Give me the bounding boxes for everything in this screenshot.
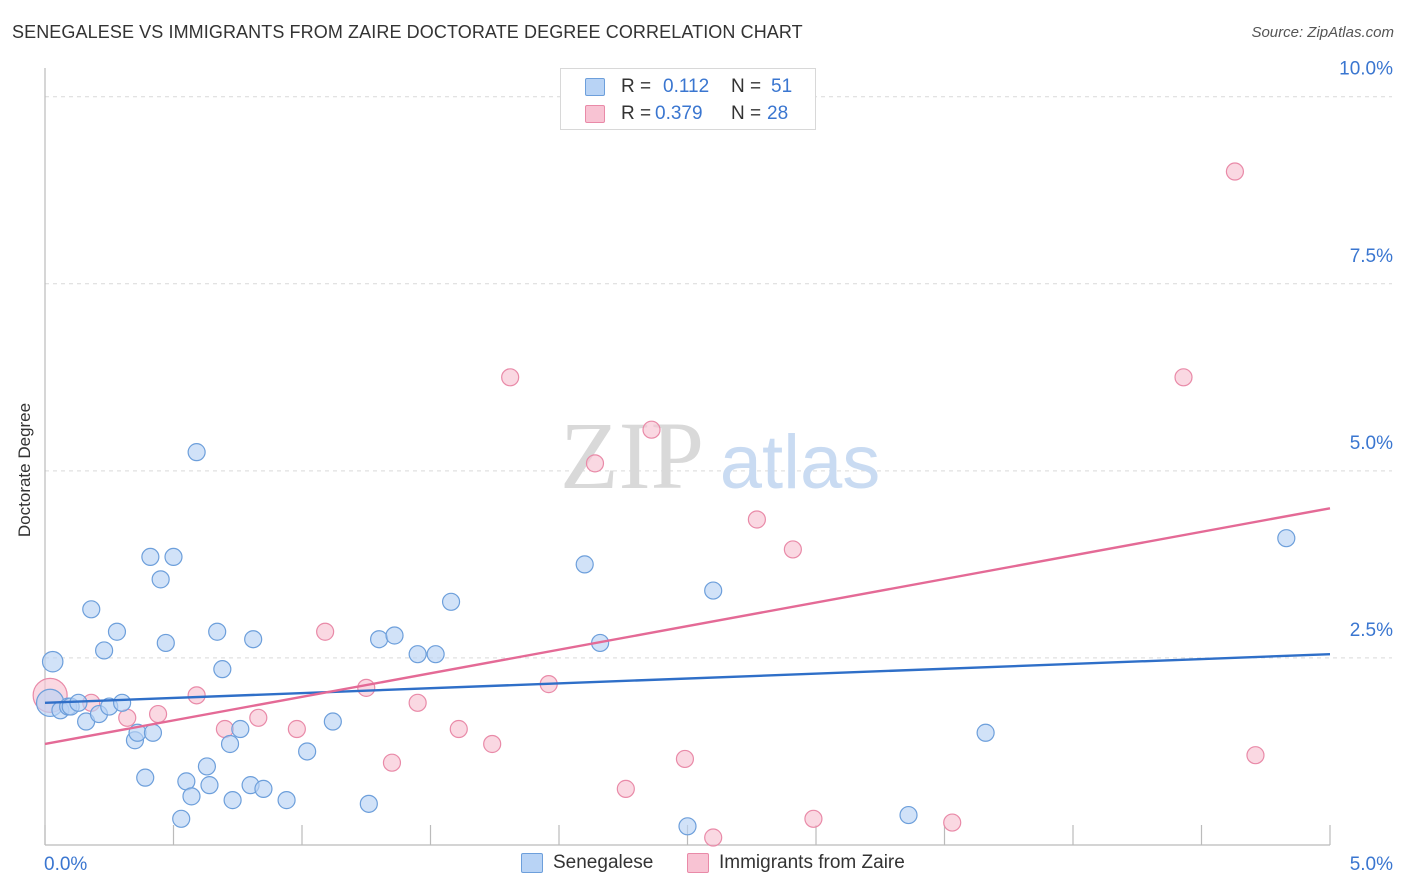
trend-line-zaire	[44, 507, 1331, 746]
data-point-zaire	[249, 708, 268, 727]
r-label: R =	[621, 103, 652, 124]
data-point-senegalese	[200, 776, 219, 795]
data-point-zaire	[675, 749, 695, 769]
grid-lines	[45, 96, 1392, 659]
data-point-senegalese	[182, 787, 201, 806]
y-tick-label: 5.0%	[1350, 433, 1393, 454]
data-point-senegalese	[107, 622, 127, 641]
data-point-senegalese	[143, 723, 163, 742]
data-point-senegalese	[172, 809, 191, 828]
data-point-zaire	[642, 420, 661, 439]
y-tick-label: 2.5%	[1350, 620, 1393, 641]
data-point-zaire	[616, 779, 635, 798]
watermark-atlas: atlas	[720, 420, 881, 505]
x-tick-label: 5.0%	[1350, 854, 1393, 875]
chart-source: Source: ZipAtlas.com	[1251, 24, 1394, 41]
data-point-zaire	[943, 813, 962, 832]
chart-title: SENEGALESE VS IMMIGRANTS FROM ZAIRE DOCT…	[12, 22, 803, 42]
data-point-zaire	[382, 753, 402, 772]
data-point-senegalese	[208, 622, 227, 641]
data-point-senegalese	[41, 650, 64, 673]
data-point-zaire	[501, 368, 520, 387]
r-label: R =	[621, 76, 652, 97]
data-point-zaire	[1174, 368, 1193, 387]
n-label: N =	[731, 76, 762, 97]
stats-legend: R = 0.112 N = 51 R = 0.379 N = 28	[560, 68, 816, 130]
y-tick-label: 10.0%	[1339, 59, 1393, 80]
data-point-zaire	[483, 734, 502, 754]
data-point-senegalese	[385, 626, 404, 645]
data-point-senegalese	[231, 719, 250, 739]
data-point-senegalese	[899, 805, 918, 825]
data-point-senegalese	[112, 693, 132, 712]
n-value-senegalese: 51	[771, 76, 793, 97]
data-point-zaire	[148, 704, 168, 724]
r-value-zaire: 0.379	[655, 103, 703, 124]
data-point-senegalese	[164, 547, 183, 567]
tick-labels: 2.5% 5.0% 7.5% 10.0% 0.0% 5.0%	[44, 59, 1393, 875]
data-point-senegalese	[976, 723, 995, 742]
data-point-zaire	[408, 693, 427, 712]
y-axis-label-wrap: Doctorate Degree	[10, 300, 40, 640]
data-point-senegalese	[441, 592, 461, 611]
data-point-zaire	[287, 719, 306, 739]
y-axis-label: Doctorate Degree	[15, 402, 34, 538]
data-point-zaire	[585, 454, 605, 473]
legend-swatch-pink	[687, 853, 709, 873]
data-point-senegalese	[359, 794, 378, 813]
data-point-zaire	[1225, 162, 1245, 181]
trend-lines	[44, 507, 1331, 746]
data-point-senegalese	[323, 712, 342, 731]
legend-label-zaire: Immigrants from Zaire	[719, 852, 905, 873]
data-point-senegalese	[151, 570, 170, 589]
data-point-senegalese	[156, 633, 175, 653]
legend-swatch-blue	[521, 853, 543, 873]
data-point-zaire	[704, 828, 723, 847]
data-point-senegalese	[197, 757, 217, 776]
data-point-senegalese	[141, 547, 160, 567]
data-point-zaire	[357, 678, 376, 697]
data-point-senegalese	[1277, 529, 1296, 548]
data-point-senegalese	[220, 734, 240, 754]
data-point-senegalese	[704, 581, 723, 600]
data-point-zaire	[449, 719, 468, 739]
n-label: N =	[731, 103, 762, 124]
data-point-senegalese	[136, 768, 155, 787]
data-point-zaire	[804, 809, 823, 828]
watermark-zip: ZIP	[560, 402, 704, 509]
data-point-zaire	[747, 510, 766, 529]
data-point-senegalese	[244, 630, 263, 649]
data-point-senegalese	[575, 555, 594, 574]
legend-label-senegalese: Senegalese	[553, 852, 654, 873]
data-point-senegalese	[223, 791, 242, 810]
data-point-senegalese	[82, 600, 101, 619]
data-point-senegalese	[277, 791, 296, 810]
data-point-senegalese	[95, 641, 114, 660]
data-point-senegalese	[254, 779, 273, 798]
n-value-zaire: 28	[767, 103, 789, 124]
y-tick-label: 7.5%	[1350, 246, 1393, 267]
data-point-zaire	[1246, 746, 1265, 765]
data-point-senegalese	[426, 645, 445, 664]
r-value-senegalese: 0.112	[663, 76, 710, 97]
data-point-senegalese	[187, 443, 206, 462]
data-point-senegalese	[370, 630, 389, 649]
axes	[44, 68, 1331, 846]
data-point-senegalese	[298, 742, 317, 761]
data-point-senegalese	[408, 645, 427, 664]
watermark: ZIP atlas	[560, 402, 880, 509]
data-point-zaire	[783, 540, 802, 559]
data-point-senegalese	[213, 660, 232, 679]
data-point-senegalese	[678, 817, 697, 836]
data-point-zaire	[316, 622, 335, 641]
swatch-blue	[585, 78, 605, 96]
x-tick-label: 0.0%	[44, 854, 87, 875]
data-point-zaire	[187, 686, 206, 705]
trend-line-senegalese	[44, 652, 1331, 705]
swatch-pink	[585, 105, 605, 123]
